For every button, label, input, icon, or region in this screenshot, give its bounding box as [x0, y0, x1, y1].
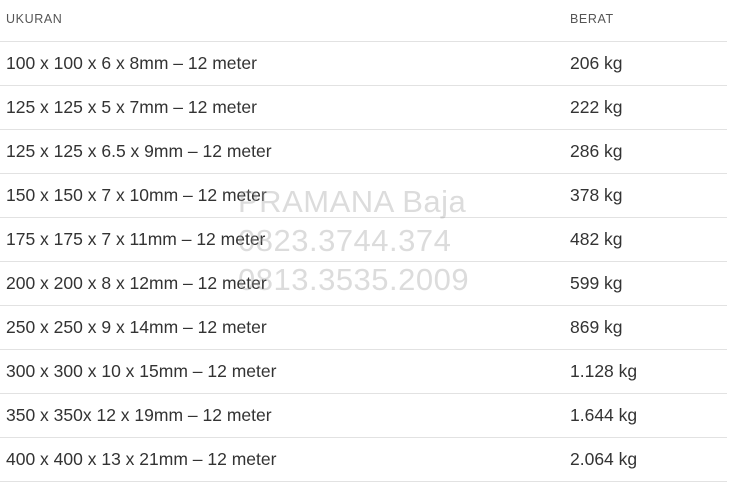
size-cell: 100 x 100 x 6 x 8mm – 12 meter — [6, 53, 257, 73]
table-row: 125 x 125 x 6.5 x 9mm – 12 meter 286 kg — [0, 130, 727, 174]
size-cell: 300 x 300 x 10 x 15mm – 12 meter — [6, 361, 277, 381]
table-row: 300 x 300 x 10 x 15mm – 12 meter 1.128 k… — [0, 350, 727, 394]
weight-cell: 206 kg — [570, 53, 623, 73]
size-cell: 150 x 150 x 7 x 10mm – 12 meter — [6, 185, 267, 205]
table-row: 150 x 150 x 7 x 10mm – 12 meter 378 kg — [0, 174, 727, 218]
table-row: 100 x 100 x 6 x 8mm – 12 meter 206 kg — [0, 42, 727, 86]
table-row: 200 x 200 x 8 x 12mm – 12 meter 599 kg — [0, 262, 727, 306]
weight-cell: 599 kg — [570, 273, 623, 293]
size-cell: 400 x 400 x 13 x 21mm – 12 meter — [6, 449, 277, 469]
size-cell: 250 x 250 x 9 x 14mm – 12 meter — [6, 317, 267, 337]
header-weight: BERAT — [570, 12, 614, 26]
header-size: UKURAN — [6, 12, 63, 26]
table-row: 175 x 175 x 7 x 11mm – 12 meter 482 kg — [0, 218, 727, 262]
size-cell: 125 x 125 x 5 x 7mm – 12 meter — [6, 97, 257, 117]
weight-cell: 1.128 kg — [570, 361, 638, 381]
size-cell: 175 x 175 x 7 x 11mm – 12 meter — [6, 229, 266, 249]
weight-cell: 2.064 kg — [570, 449, 638, 469]
weight-cell: 1.644 kg — [570, 405, 638, 425]
weight-cell: 222 kg — [570, 97, 623, 117]
table-row: 125 x 125 x 5 x 7mm – 12 meter 222 kg — [0, 86, 727, 130]
table-row: 250 x 250 x 9 x 14mm – 12 meter 869 kg — [0, 306, 727, 350]
size-cell: 350 x 350x 12 x 19mm – 12 meter — [6, 405, 272, 425]
weight-cell: 378 kg — [570, 185, 623, 205]
size-cell: 200 x 200 x 8 x 12mm – 12 meter — [6, 273, 267, 293]
table-row: 350 x 350x 12 x 19mm – 12 meter 1.644 kg — [0, 394, 727, 438]
weight-cell: 286 kg — [570, 141, 623, 161]
weight-cell: 482 kg — [570, 229, 623, 249]
table-row: 400 x 400 x 13 x 21mm – 12 meter 2.064 k… — [0, 438, 727, 482]
weight-cell: 869 kg — [570, 317, 623, 337]
table-header: UKURAN BERAT — [0, 0, 727, 42]
size-cell: 125 x 125 x 6.5 x 9mm – 12 meter — [6, 141, 272, 161]
